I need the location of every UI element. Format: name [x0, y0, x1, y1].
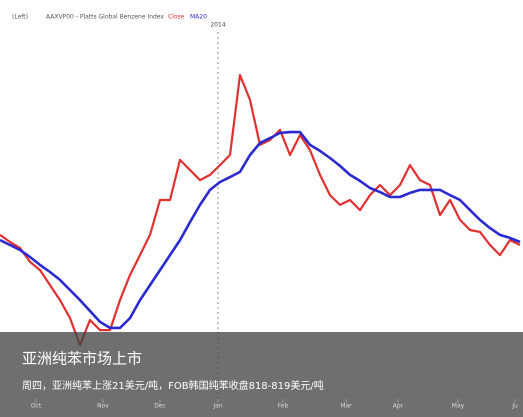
- legend-label: MA20: [190, 14, 207, 21]
- legend-label: Close: [168, 14, 185, 21]
- x-tick-label: Ju: [511, 403, 518, 410]
- series-line: [0, 74, 521, 347]
- x-tick-label: Oct: [31, 403, 42, 410]
- chart-title: AAXVP00 - Platts Global Benzene Index: [46, 14, 164, 21]
- series-line: [0, 130, 521, 330]
- caption-subtext: 周四，亚洲纯苯上涨21美元/吨，FOB韩国纯苯收盘818-819美元/吨: [22, 379, 324, 392]
- x-tick-label: Jan: [212, 403, 222, 410]
- x-tick-label: Feb: [278, 403, 289, 410]
- caption-headline: 亚洲纯苯市场上市: [22, 350, 142, 368]
- x-tick-label: Apr: [393, 403, 404, 410]
- x-tick-label: Mar: [340, 403, 352, 410]
- x-tick-label: Nov: [97, 403, 109, 410]
- axis-label: (Left): [12, 14, 28, 21]
- caption-overlay: [0, 332, 523, 417]
- x-tick-label: Dec: [154, 403, 166, 410]
- annotation: 2014: [210, 22, 225, 29]
- x-tick-label: May: [452, 403, 465, 410]
